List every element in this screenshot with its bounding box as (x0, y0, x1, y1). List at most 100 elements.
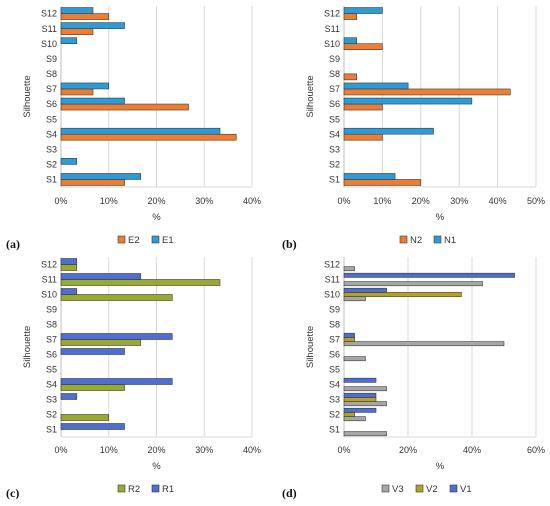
bar-N2-S12 (343, 13, 357, 20)
bar-E1-S12 (60, 7, 94, 14)
x-tick-label: 10% (373, 196, 391, 206)
x-tick-label: 30% (195, 445, 213, 455)
y-axis-title: Silhouette (22, 326, 33, 368)
bar-V1-S3 (343, 392, 377, 398)
y-tick-label: S12 (324, 9, 340, 19)
x-tick-label: 20% (399, 445, 417, 455)
bar-N2-S1 (343, 179, 422, 186)
y-tick-label: S8 (329, 320, 340, 330)
bar-V1-S2 (343, 407, 377, 413)
x-tick-label: 40% (243, 445, 261, 455)
x-tick-label: 0% (337, 445, 350, 455)
bar-N2-S10 (343, 43, 383, 51)
y-tick-label: S3 (329, 144, 340, 154)
y-axis-title: Silhouette (22, 75, 33, 117)
x-tick-label: 50% (527, 196, 545, 206)
y-tick-label: S10 (41, 290, 57, 300)
bar-V3-S2 (343, 416, 366, 422)
bar-V1-S10 (343, 287, 387, 293)
chart-panel-d: 0% 20% 40% 60% S1 S2 S3 S4 S5 S6 S7 S8 S9 S10 S11 S12% S… (282, 257, 545, 500)
bar-R2-S10 (60, 294, 173, 301)
bar-R1-S4 (60, 378, 173, 385)
y-tick-label: S8 (329, 69, 340, 79)
bar-R1-S1 (60, 423, 125, 430)
y-tick-label: S1 (329, 425, 340, 435)
legend-swatch-V3 (381, 484, 390, 493)
bar-V2-S7 (343, 337, 355, 342)
y-tick-label: S12 (41, 9, 57, 19)
y-tick-label: S12 (41, 260, 57, 270)
bar-N2-S8 (343, 73, 357, 81)
y-tick-label: S3 (46, 395, 57, 405)
y-tick-label: S5 (46, 114, 57, 124)
y-tick-label: S4 (329, 380, 340, 390)
y-tick-label: S4 (46, 380, 57, 390)
y-tick-label: S7 (329, 84, 340, 94)
y-tick-label: S3 (329, 395, 340, 405)
legend-swatch-R2 (117, 484, 126, 493)
bar-N1-S12 (343, 7, 383, 14)
bar-N1-S1 (343, 173, 396, 180)
legend-swatch-E1 (151, 235, 160, 244)
chart-panel-c: 0% 10% 20% 30% 40% S1 S2 S3 S4 S5 S6 S7 S8 S9 S10 S11 S1… (6, 257, 261, 500)
y-axis-title: Silhouette (305, 326, 316, 368)
y-tick-label: S2 (329, 160, 340, 170)
bar-E2-S4 (60, 133, 237, 141)
bar-V3-S7 (343, 341, 505, 347)
legend-label: N2 (410, 235, 422, 246)
y-tick-label: S5 (46, 365, 57, 375)
bar-E2-S12 (60, 13, 110, 20)
y-tick-label: S11 (42, 275, 57, 285)
panel-label: (d) (282, 486, 297, 500)
y-tick-label: S1 (46, 425, 57, 435)
bar-N2-S4 (343, 133, 383, 141)
bar-N1-S10 (343, 37, 357, 45)
x-tick-label: 0% (337, 196, 350, 206)
y-tick-label: S8 (46, 69, 57, 79)
bar-E2-S1 (60, 179, 125, 186)
bar-R1-S10 (60, 288, 78, 295)
y-tick-label: S11 (325, 24, 340, 34)
x-axis-title: % (436, 461, 445, 472)
y-tick-label: S1 (329, 175, 340, 185)
x-tick-label: 20% (147, 445, 165, 455)
x-tick-label: 60% (527, 445, 545, 455)
y-tick-label: S10 (41, 39, 57, 49)
x-axis-title: % (152, 212, 161, 223)
y-tick-label: S9 (329, 305, 340, 315)
legend-label: V2 (426, 484, 438, 495)
bar-N2-S6 (343, 103, 383, 111)
x-axis-title: % (152, 461, 161, 472)
bar-R1-S11 (60, 273, 142, 280)
y-tick-label: S2 (46, 160, 57, 170)
x-tick-label: 10% (100, 196, 118, 206)
x-tick-label: 30% (450, 196, 468, 206)
legend-swatch-N2 (399, 235, 408, 244)
panel-label: (c) (6, 486, 19, 500)
panel-label: (a) (6, 237, 20, 251)
bar-V1-S11 (343, 272, 515, 278)
bar-E2-S7 (60, 88, 94, 96)
bar-E1-S1 (60, 173, 142, 180)
y-tick-label: S6 (329, 99, 340, 109)
bar-R1-S6 (60, 348, 125, 355)
bar-N1-S7 (343, 82, 409, 90)
bar-N1-S6 (343, 97, 473, 105)
x-tick-label: 40% (463, 445, 481, 455)
y-tick-label: S12 (324, 260, 340, 270)
legend-label: V1 (460, 484, 472, 495)
y-tick-label: S7 (329, 335, 340, 345)
bar-E1-S7 (60, 82, 110, 90)
y-tick-label: S4 (46, 129, 57, 139)
bar-V3-S4 (343, 386, 387, 392)
bar-V3-S11 (343, 281, 483, 287)
y-tick-label: S9 (46, 54, 57, 64)
bar-R1-S12 (60, 258, 78, 265)
y-tick-label: S9 (329, 54, 340, 64)
bar-V3-S3 (343, 401, 387, 407)
bar-R2-S12 (60, 264, 78, 271)
bar-R2-S2 (60, 414, 110, 421)
bar-V2-S3 (343, 397, 377, 402)
y-tick-label: S2 (46, 410, 57, 420)
bar-E1-S4 (60, 127, 221, 135)
